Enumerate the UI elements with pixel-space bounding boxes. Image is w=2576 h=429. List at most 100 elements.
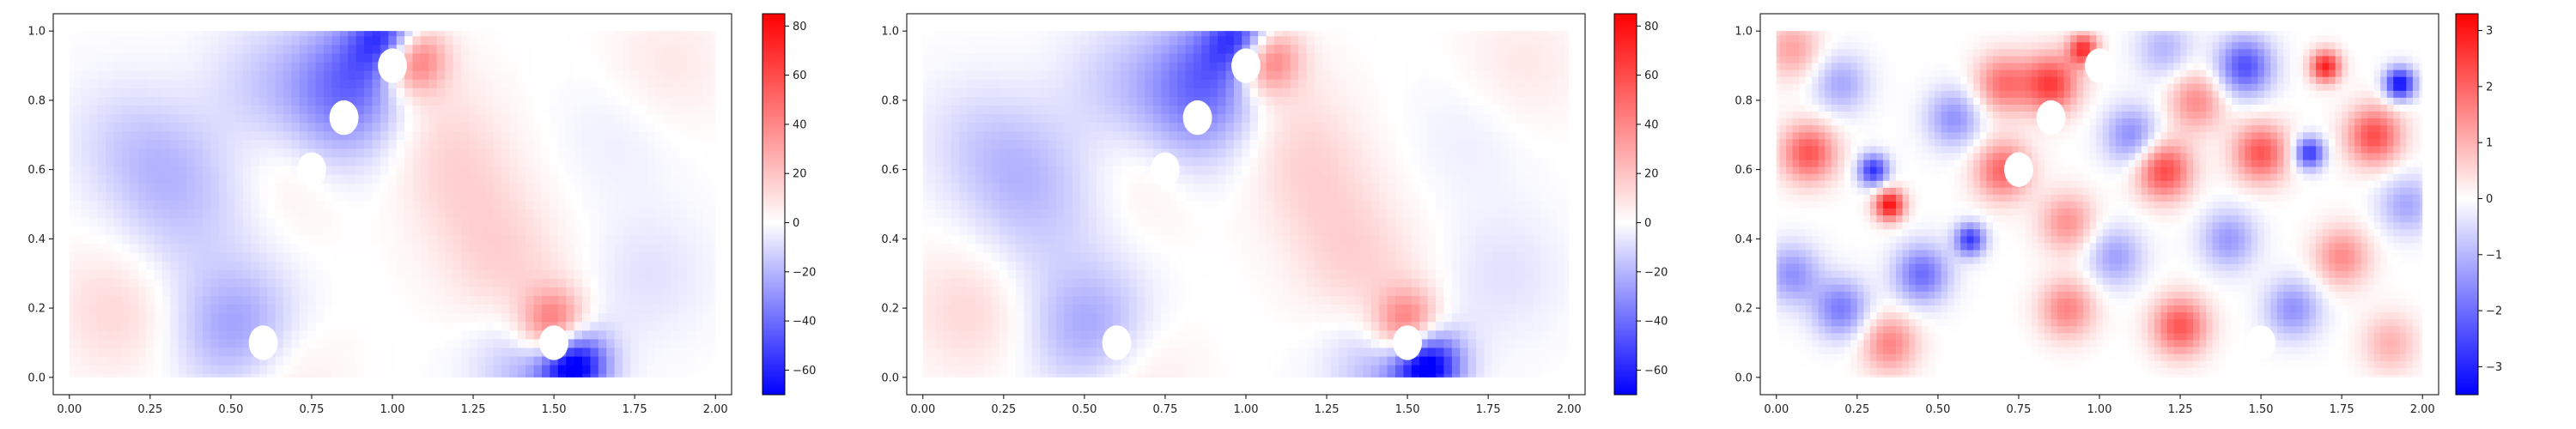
- field-cell: [654, 31, 665, 37]
- field-cell: [380, 347, 390, 357]
- field-cell: [550, 312, 559, 323]
- field-cell: [243, 347, 252, 357]
- field-cell: [453, 260, 462, 270]
- field-cell: [331, 355, 341, 366]
- field-cell: [557, 294, 568, 305]
- field-cell: [202, 286, 212, 296]
- field-cell: [1152, 182, 1163, 192]
- field-cell: [590, 165, 599, 175]
- field-cell: [1209, 243, 1219, 253]
- field-cell: [550, 260, 559, 270]
- field-cell: [1064, 156, 1073, 166]
- field-cell: [210, 104, 220, 115]
- field-cell: [541, 173, 551, 184]
- field-cell: [428, 165, 438, 175]
- field-cell: [453, 104, 462, 115]
- field-cell: [137, 35, 148, 45]
- field-cell: [991, 31, 1001, 37]
- field-cell: [566, 148, 575, 158]
- field-cell: [1169, 338, 1179, 348]
- field-cell: [355, 251, 366, 262]
- field-cell: [1209, 329, 1219, 340]
- field-cell: [412, 312, 422, 323]
- field-cell: [1064, 260, 1073, 270]
- field-cell: [630, 44, 640, 54]
- field-cell: [331, 321, 341, 331]
- field-cell: [154, 148, 163, 158]
- field-cell: [137, 329, 148, 340]
- field-cell: [630, 338, 640, 348]
- field-cell: [485, 61, 495, 71]
- field-cell: [951, 243, 961, 253]
- field-cell: [469, 182, 478, 192]
- field-cell: [647, 190, 656, 201]
- field-cell: [1233, 251, 1243, 262]
- y-tick-label: 0.8: [27, 94, 46, 107]
- field-cell: [1169, 251, 1179, 262]
- field-cell: [1097, 364, 1106, 374]
- field-cell: [267, 312, 276, 323]
- field-cell: [517, 148, 527, 158]
- field-cell: [663, 243, 672, 253]
- field-cell: [428, 243, 438, 253]
- field-cell: [1185, 269, 1194, 279]
- field-cell: [243, 61, 252, 71]
- field-cell: [364, 182, 374, 192]
- field-cell: [983, 182, 993, 192]
- field-cell: [1080, 208, 1090, 219]
- field-cell: [364, 364, 374, 374]
- field-cell: [1177, 321, 1187, 331]
- field-cell: [469, 312, 478, 323]
- field-cell: [638, 234, 648, 245]
- field-cell: [606, 304, 616, 314]
- field-cell: [574, 139, 584, 149]
- field-cell: [1031, 35, 1042, 45]
- field-cell: [178, 372, 188, 378]
- field-cell: [493, 304, 502, 314]
- field-cell: [210, 122, 220, 132]
- field-cell: [1097, 226, 1106, 236]
- field-cell: [436, 294, 447, 305]
- field-cell: [493, 199, 502, 210]
- field-cell: [404, 286, 414, 296]
- field-cell: [364, 260, 374, 270]
- field-cell: [161, 260, 172, 270]
- field-cell: [1015, 226, 1025, 236]
- field-cell: [509, 104, 519, 115]
- field-cell: [202, 122, 212, 132]
- field-cell: [1128, 234, 1139, 245]
- field-cell: [557, 304, 568, 314]
- field-cell: [227, 156, 236, 166]
- field-cell: [251, 69, 260, 80]
- field-cell: [927, 113, 936, 124]
- field-cell: [388, 31, 398, 37]
- field-cell: [927, 61, 936, 71]
- field-cell: [355, 217, 366, 227]
- field-cell: [526, 122, 535, 132]
- field-cell: [355, 243, 366, 253]
- field-cell: [1104, 182, 1114, 192]
- field-cell: [97, 286, 107, 296]
- field-cell: [557, 61, 568, 71]
- field-cell: [1121, 31, 1130, 37]
- x-tick-label: 1.25: [461, 403, 486, 416]
- field-cell: [1145, 269, 1154, 279]
- field-cell: [541, 130, 551, 141]
- field-cell: [493, 139, 502, 149]
- field-cell: [89, 156, 99, 166]
- field-cell: [598, 364, 608, 374]
- field-cell: [1177, 44, 1187, 54]
- field-cell: [566, 269, 575, 279]
- field-cell: [687, 190, 696, 201]
- field-cell: [638, 182, 648, 192]
- field-cell: [647, 251, 656, 262]
- field-cell: [81, 44, 91, 54]
- field-cell: [967, 139, 976, 149]
- field-cell: [671, 294, 680, 305]
- field-cell: [606, 372, 616, 378]
- field-cell: [460, 304, 471, 314]
- field-cell: [1048, 234, 1057, 245]
- field-cell: [541, 260, 551, 270]
- field-cell: [372, 182, 381, 192]
- field-cell: [89, 173, 99, 184]
